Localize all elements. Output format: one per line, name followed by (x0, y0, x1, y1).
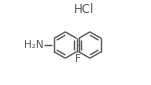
Text: F: F (75, 54, 81, 64)
Text: HCl: HCl (74, 3, 94, 16)
Text: H₂N: H₂N (24, 40, 44, 50)
